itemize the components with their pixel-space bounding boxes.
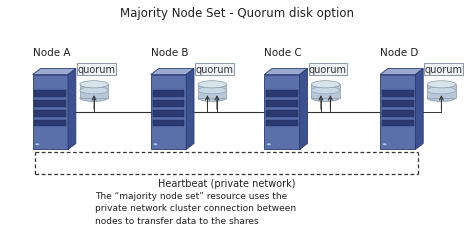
Ellipse shape [198,95,227,102]
Polygon shape [68,69,76,150]
Polygon shape [80,85,108,98]
Text: quorum: quorum [425,65,463,75]
Polygon shape [153,120,184,127]
Polygon shape [33,75,68,150]
Polygon shape [35,110,66,117]
Text: The “majority node set” resource uses the
private network cluster connection bet: The “majority node set” resource uses th… [95,191,296,225]
Circle shape [35,144,40,146]
FancyBboxPatch shape [77,64,116,76]
Ellipse shape [80,87,108,94]
Polygon shape [153,91,184,98]
Circle shape [153,144,158,146]
Text: Majority Node Set - Quorum disk option: Majority Node Set - Quorum disk option [120,7,354,20]
Polygon shape [151,75,186,150]
Polygon shape [382,110,413,117]
Polygon shape [35,120,66,127]
Polygon shape [266,110,298,117]
Ellipse shape [427,95,456,102]
Polygon shape [415,69,423,150]
Ellipse shape [198,82,227,88]
Circle shape [266,144,271,146]
Ellipse shape [311,95,340,102]
Ellipse shape [427,82,456,88]
Polygon shape [427,85,456,98]
Ellipse shape [80,95,108,102]
Polygon shape [266,101,298,107]
Ellipse shape [311,82,340,88]
Polygon shape [300,69,308,150]
Polygon shape [264,69,308,75]
Text: Node A: Node A [33,48,70,58]
Text: Node B: Node B [151,48,188,58]
Polygon shape [380,75,415,150]
FancyBboxPatch shape [309,64,347,76]
Text: quorum: quorum [196,65,234,75]
Ellipse shape [80,82,108,88]
Text: Node D: Node D [380,48,419,58]
Polygon shape [266,91,298,98]
Text: Heartbeat (private network): Heartbeat (private network) [158,178,295,188]
Ellipse shape [198,87,227,94]
Polygon shape [153,110,184,117]
Polygon shape [380,69,423,75]
Polygon shape [266,120,298,127]
Polygon shape [33,69,76,75]
Polygon shape [382,91,413,98]
Circle shape [383,144,387,146]
Polygon shape [198,85,227,98]
Text: quorum: quorum [77,65,115,75]
Polygon shape [382,120,413,127]
Polygon shape [151,69,194,75]
Polygon shape [35,91,66,98]
Polygon shape [35,101,66,107]
Text: quorum: quorum [309,65,347,75]
Polygon shape [186,69,194,150]
Polygon shape [264,75,300,150]
Polygon shape [311,85,340,98]
FancyBboxPatch shape [195,64,234,76]
FancyBboxPatch shape [424,64,463,76]
Ellipse shape [427,87,456,94]
Ellipse shape [311,87,340,94]
Polygon shape [382,101,413,107]
Text: Node C: Node C [264,48,302,58]
Polygon shape [153,101,184,107]
